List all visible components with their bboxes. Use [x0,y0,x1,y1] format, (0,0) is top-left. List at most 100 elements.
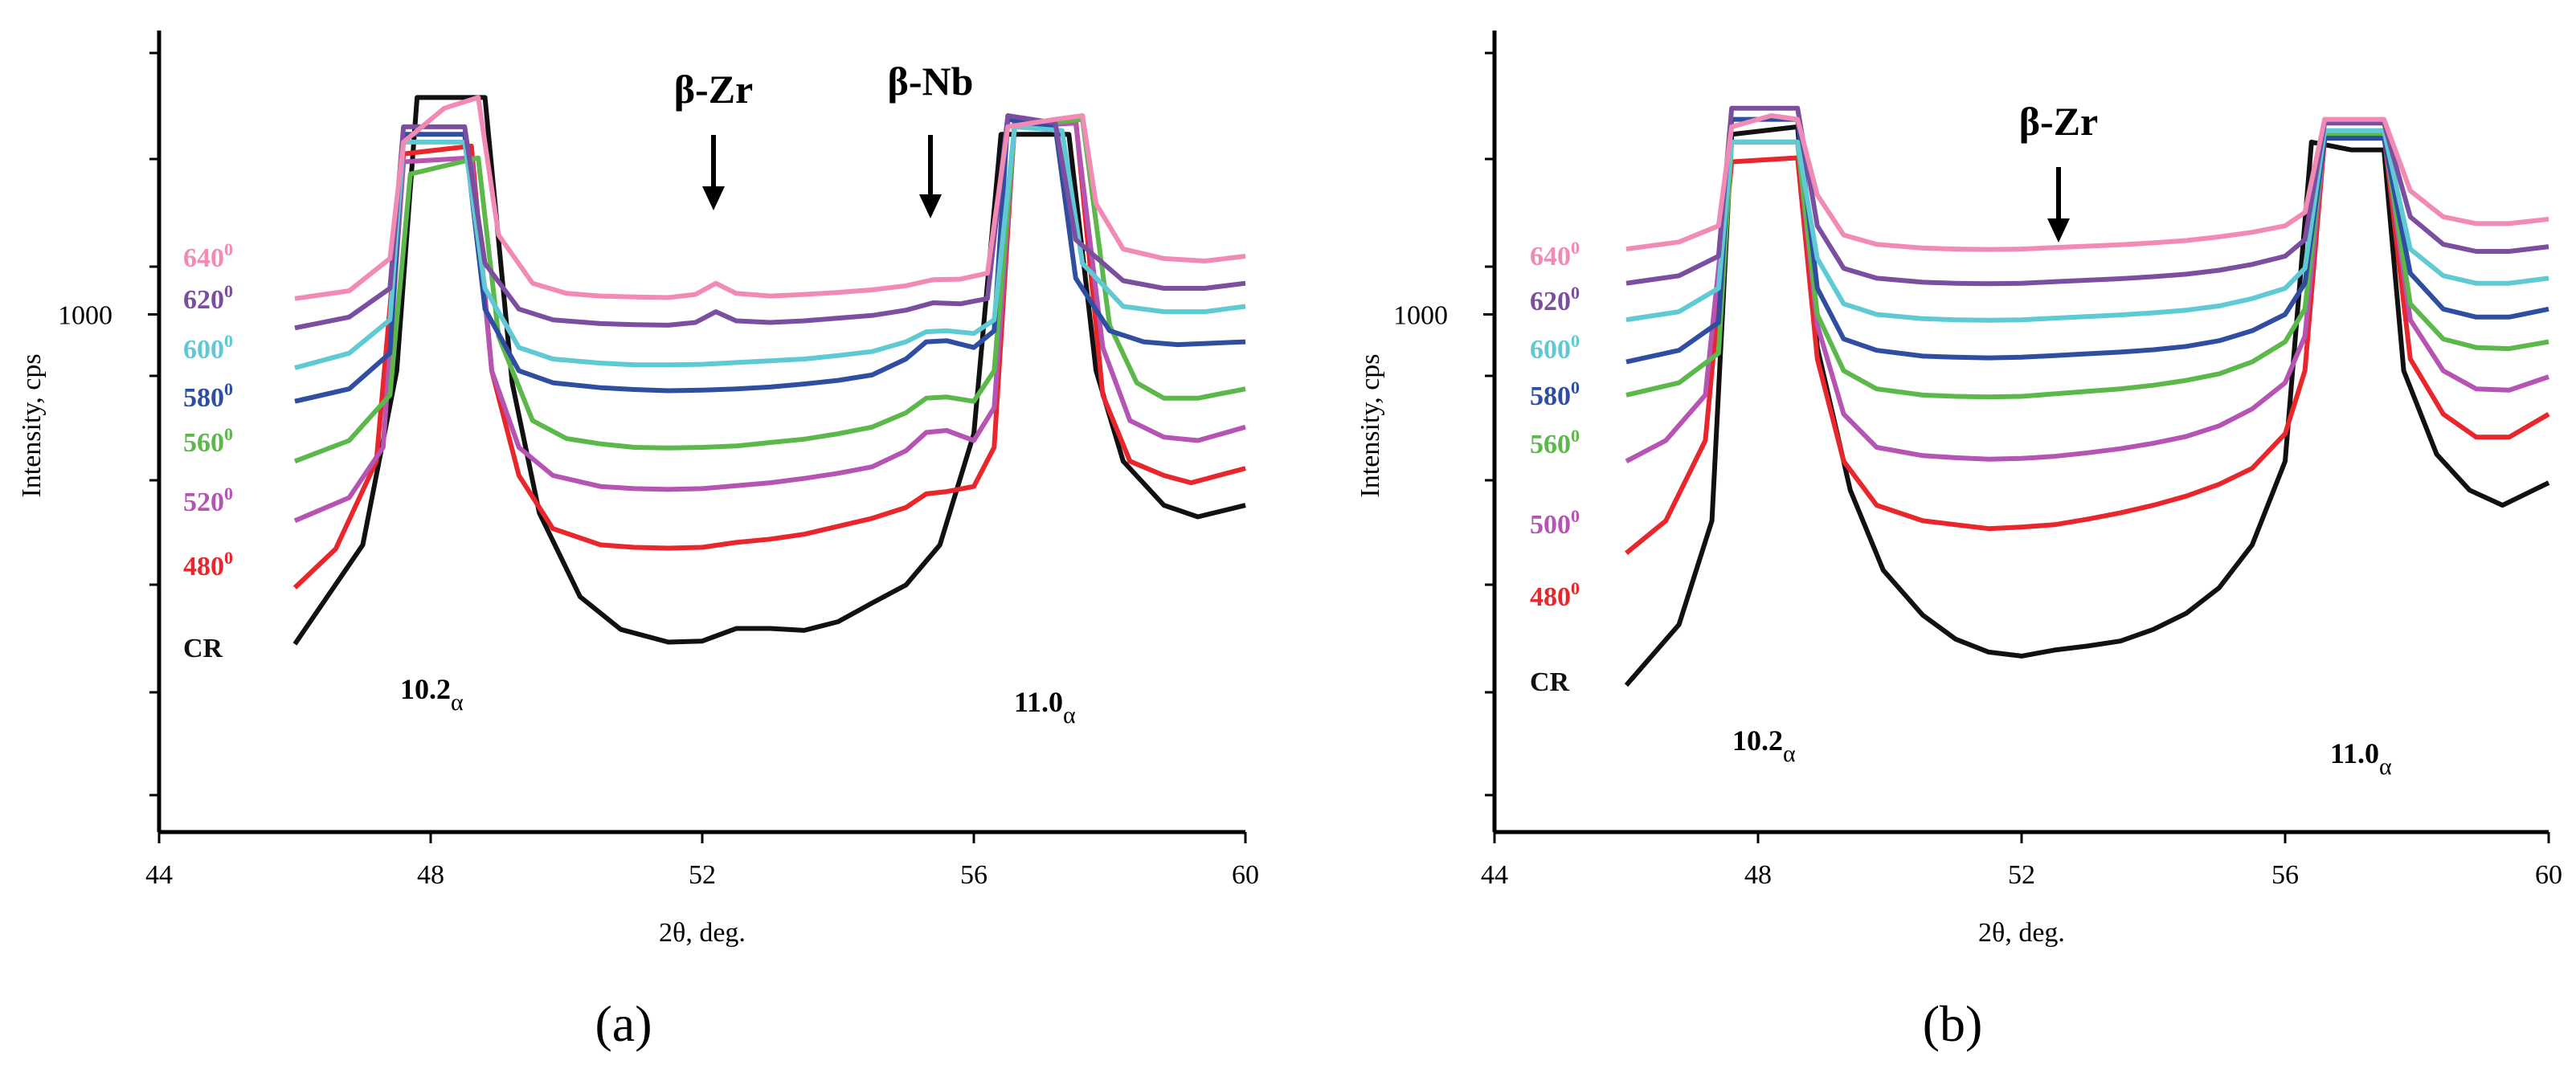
curve-label-cr: CR [183,634,223,663]
reflection-labels: 10.2α 11.0α [1732,724,2392,780]
y-axis-title: Intensity, cps [1355,353,1385,497]
axes: 44 48 52 56 60 1000 2θ, deg. Intensity, cps [1355,31,2562,948]
curve-label-cr: CR [1530,667,1570,697]
curve-label-620: 6200 [183,281,233,315]
curve-label-text: 600 [183,335,224,365]
series-line-620 [294,113,1246,331]
curve-label-text: 620 [183,285,224,315]
reflection-label: 10.2α [1732,724,1796,767]
curve-label-text: 480 [183,552,224,581]
curve-label-superscript: 0 [1571,377,1580,398]
curve-label-text: 560 [1530,430,1571,459]
curve-label-text: 480 [1530,582,1571,612]
x-tick-label: 52 [2008,860,2035,890]
curve-label-640: 6400 [1530,238,1580,271]
curve-label-580: 5800 [1530,377,1580,411]
reflection-index: 11.0 [2330,737,2379,769]
reflection-label: 11.0α [2330,737,2392,780]
y-axis-title: Intensity, cps [17,353,47,497]
x-tick-label: 56 [2271,860,2299,890]
x-axis-title: 2θ, deg. [1978,918,2065,948]
series-lines [1624,105,2550,687]
phase-annotations: β-Zr β-Nb [674,59,974,218]
curve-label-600: 6000 [183,331,233,365]
curve-label-superscript: 0 [224,548,233,568]
curve-label-superscript: 0 [1571,578,1580,598]
phase-label: β-Zr [674,67,754,112]
series-line-640 [294,95,1246,301]
series-line-600 [294,124,1246,370]
series-line-560 [1625,132,2549,400]
curve-label-620: 6200 [1530,283,1580,316]
series-line-560 [293,116,1246,464]
reflection-phase-subscript: α [1783,740,1796,767]
reflection-index: 10.2 [400,673,451,705]
x-tick-label: 52 [689,860,716,890]
curve-label-superscript: 0 [224,483,233,504]
x-tick-label: 60 [1232,860,1259,890]
curve-label-text: 500 [1530,510,1571,540]
y-tick-label: 1000 [58,300,112,330]
series-line-cr [292,95,1246,646]
panel-label: (b) [1923,995,1983,1052]
curve-label-560: 5600 [1530,426,1580,459]
x-tick-label: 48 [417,860,444,890]
curve-label-superscript: 0 [1571,283,1580,303]
arrow-down-icon [702,186,725,210]
arrow-down-icon [919,194,942,218]
curve-label-text: CR [183,634,223,663]
curve-label-text: 560 [183,428,224,458]
reflection-phase-subscript: α [451,689,464,716]
curve-label-superscript: 0 [1571,426,1580,446]
reflection-index: 10.2 [1732,724,1783,757]
y-tick-label: 1000 [1393,300,1448,330]
curve-label-superscript: 0 [224,281,233,301]
curve-label-600: 6000 [1530,331,1580,365]
reflection-phase-subscript: α [1063,702,1076,728]
curve-label-640: 6400 [183,239,233,273]
curve-label-500: 5000 [1530,506,1580,540]
curve-label-text: 640 [1530,242,1571,271]
series-line-600 [1625,128,2549,323]
curve-label-text: CR [1530,667,1570,697]
reflection-label: 10.2α [400,673,464,716]
x-tick-label: 44 [145,860,173,890]
series-line-620 [1625,105,2549,287]
curve-label-superscript: 0 [224,424,233,444]
curve-label-580: 5800 [183,379,233,413]
reflection-labels: 10.2α 11.0α [400,673,1076,728]
curve-label-480: 4800 [1530,578,1580,612]
curve-label-superscript: 0 [224,331,233,351]
curve-label-text: 580 [1530,381,1571,411]
reflection-index: 11.0 [1014,686,1063,718]
series-line-640 [1625,113,2549,252]
curve-label-text: 520 [183,488,224,517]
series-line-480 [1625,132,2550,556]
curve-label-superscript: 0 [224,239,233,259]
curve-label-superscript: 0 [224,379,233,399]
x-tick-label: 48 [1744,860,1772,890]
phase-label: β-Nb [888,59,974,104]
curve-label-520: 5200 [183,483,233,517]
curve-label-text: 600 [1530,335,1571,365]
x-tick-label: 60 [2535,860,2562,890]
curve-label-560: 5600 [183,424,233,458]
chart-panel-b: 44 48 52 56 60 1000 2θ, deg. Intensity, cps CR 48… [1355,31,2562,1052]
series-lines [292,95,1246,646]
x-tick-label: 56 [960,860,987,890]
curve-label-text: 640 [183,243,224,273]
x-axis-title: 2θ, deg. [659,918,746,948]
arrow-down-icon [2047,218,2070,243]
curve-label-superscript: 0 [1571,506,1580,526]
chart-panel-a: 44 48 52 56 60 1000 2θ, deg. Intensity, cps CR 48… [17,31,1259,1052]
x-tick-label: 44 [1481,860,1508,890]
axes: 44 48 52 56 60 1000 2θ, deg. Intensity, cps [17,31,1259,948]
curve-label-text: 580 [183,383,224,413]
phase-label: β-Zr [2019,99,2099,144]
curve-label-480: 4800 [183,548,233,581]
curve-label-superscript: 0 [1571,238,1580,258]
phase-annotations: β-Zr [2019,99,2099,243]
